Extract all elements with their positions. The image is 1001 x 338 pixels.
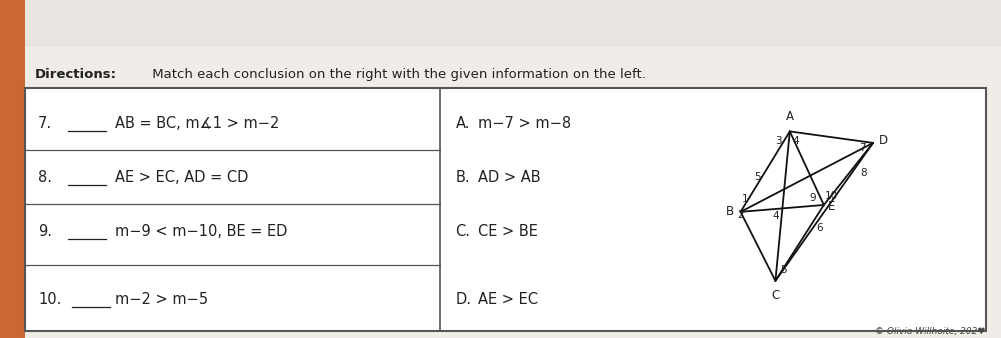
Text: m−9 < m−10, BE = ED: m−9 < m−10, BE = ED [115, 224, 287, 239]
Bar [0, 0, 25, 338]
Text: 8: 8 [860, 168, 867, 178]
Text: 5: 5 [781, 265, 787, 275]
Text: 6: 6 [816, 223, 823, 233]
Text: 9.: 9. [38, 224, 52, 239]
Text: AD > AB: AD > AB [478, 170, 542, 185]
Text: 4: 4 [793, 136, 800, 146]
Bar [25, 88, 986, 331]
Text: C.: C. [455, 224, 470, 239]
Text: D: D [879, 134, 888, 147]
Text: © Olivia Willhoite, 202♥: © Olivia Willhoite, 202♥ [876, 327, 986, 336]
Text: Directions:: Directions: [35, 68, 117, 81]
Text: 3: 3 [775, 136, 782, 146]
Text: 10.: 10. [38, 292, 61, 307]
Text: 2: 2 [737, 210, 744, 220]
Text: 9: 9 [810, 193, 816, 203]
Text: AE > EC, AD = CD: AE > EC, AD = CD [115, 170, 248, 185]
Text: B: B [726, 206, 734, 218]
Text: E: E [828, 200, 835, 213]
Text: A: A [786, 111, 794, 123]
Text: C: C [772, 289, 780, 302]
Text: A.: A. [455, 116, 469, 131]
Text: AB = BC, m∡1 > m−2: AB = BC, m∡1 > m−2 [115, 116, 279, 131]
Text: AE > EC: AE > EC [478, 292, 539, 307]
Text: 1: 1 [742, 194, 749, 204]
Text: 7.: 7. [38, 116, 52, 131]
Bar [25, 0, 1001, 47]
Text: 7: 7 [859, 143, 866, 153]
Text: 8.: 8. [38, 170, 52, 185]
Text: CE > BE: CE > BE [478, 224, 539, 239]
Text: m−2 > m−5: m−2 > m−5 [115, 292, 208, 307]
Text: D.: D. [455, 292, 471, 307]
Text: B.: B. [455, 170, 470, 185]
Text: 5: 5 [755, 172, 761, 183]
Text: 4: 4 [772, 212, 779, 221]
Text: 10: 10 [825, 191, 838, 201]
Text: Match each conclusion on the right with the given information on the left.: Match each conclusion on the right with … [148, 68, 646, 81]
Text: m−7 > m−8: m−7 > m−8 [478, 116, 572, 131]
